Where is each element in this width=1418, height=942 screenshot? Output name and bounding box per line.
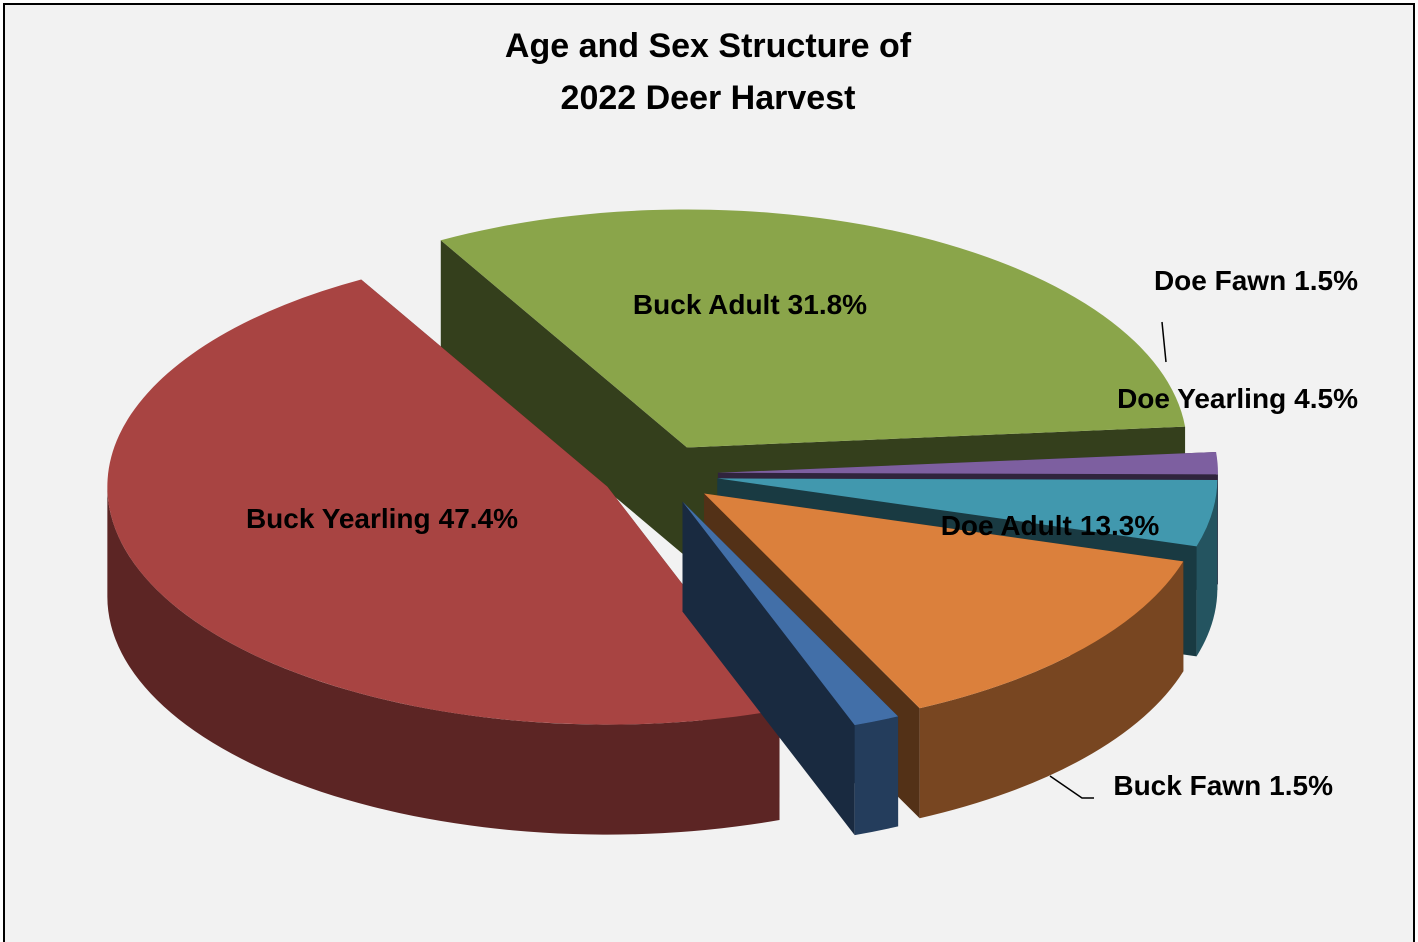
label-value: 31.8% xyxy=(788,289,867,320)
data-label: Doe Yearling 4.5% xyxy=(1117,383,1358,414)
data-label: Doe Adult 13.3% xyxy=(941,510,1160,541)
label-category: Buck Fawn xyxy=(1113,770,1261,801)
data-label: Buck Adult 31.8% xyxy=(633,289,867,320)
label-category: Buck Adult xyxy=(633,289,780,320)
slice-wall xyxy=(1196,480,1218,657)
slice-top xyxy=(717,478,1218,547)
data-label: Buck Fawn 1.5% xyxy=(1113,770,1333,801)
slice-top xyxy=(717,451,1218,475)
slice xyxy=(107,279,780,835)
data-label: Buck Yearling 47.4% xyxy=(246,503,518,534)
slice-top xyxy=(704,493,1184,709)
label-value: 1.5% xyxy=(1294,265,1358,296)
label-category: Doe Adult xyxy=(941,510,1072,541)
slice-top xyxy=(107,279,780,725)
chart-title: Age and Sex Structure of xyxy=(505,27,912,65)
leader-line xyxy=(1161,321,1167,363)
label-category: Doe Fawn xyxy=(1154,265,1286,296)
slice-wall xyxy=(854,716,899,836)
label-value: 4.5% xyxy=(1294,383,1358,414)
chart-title: 2022 Deer Harvest xyxy=(561,79,856,117)
slice-wall xyxy=(919,561,1184,819)
label-category: Buck Yearling xyxy=(246,503,431,534)
data-label: Doe Fawn 1.5% xyxy=(1154,265,1358,296)
slice-top xyxy=(440,209,1186,448)
label-category: Doe Yearling xyxy=(1117,383,1286,414)
leader-line xyxy=(1049,775,1094,799)
label-value: 47.4% xyxy=(439,503,518,534)
slice-side xyxy=(682,501,855,836)
slice-side xyxy=(440,240,687,558)
slice-top xyxy=(682,501,899,726)
slice-wall xyxy=(107,486,780,835)
label-value: 13.3% xyxy=(1080,510,1159,541)
slice xyxy=(682,501,899,836)
label-value: 1.5% xyxy=(1269,770,1333,801)
